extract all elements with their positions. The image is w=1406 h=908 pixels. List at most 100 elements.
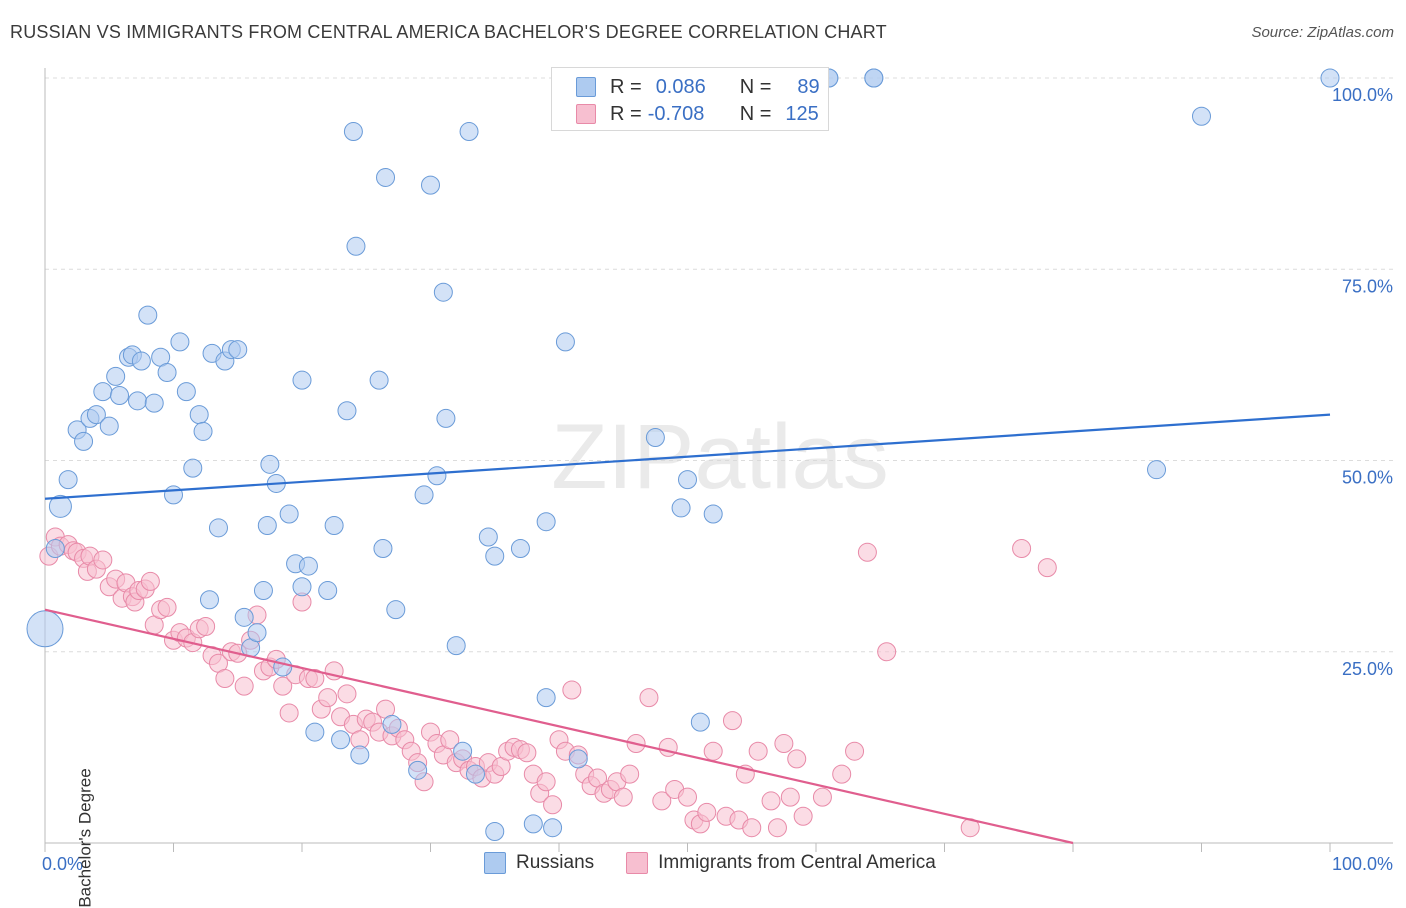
point-russians (234, 607, 254, 627)
point-russians (485, 822, 505, 842)
point-russians (131, 351, 151, 371)
point-immigrants (639, 688, 659, 708)
grid-lines (45, 77, 1395, 653)
point-russians (671, 498, 691, 518)
point-russians (510, 538, 530, 558)
point-russians (208, 518, 228, 538)
point-immigrants (774, 734, 794, 754)
x-tick-label: 100.0% (1332, 854, 1393, 874)
point-russians (433, 282, 453, 302)
point-immigrants (620, 764, 640, 784)
point-immigrants (215, 669, 235, 689)
point-immigrants (440, 730, 460, 750)
point-immigrants (305, 669, 325, 689)
n-value: 125 (785, 102, 819, 125)
y-tick-label: 75.0% (1342, 276, 1393, 296)
point-immigrants (562, 680, 582, 700)
point-russians (176, 382, 196, 402)
point-russians (164, 485, 183, 505)
r-value: 0.086 (655, 75, 706, 98)
point-russians (346, 236, 366, 256)
point-russians (478, 527, 498, 547)
point-immigrants (318, 688, 338, 708)
point-immigrants (703, 741, 723, 761)
n-label: N = (739, 75, 772, 98)
y-tick-label: 25.0% (1342, 659, 1393, 679)
legend-item-immigrants: Immigrants from Central America (626, 852, 936, 874)
point-russians (331, 730, 351, 750)
point-russians (369, 370, 389, 390)
point-russians (257, 516, 277, 536)
point-immigrants (273, 676, 293, 696)
point-russians (170, 332, 190, 352)
point-russians (228, 340, 248, 360)
point-russians (189, 405, 209, 425)
point-immigrants (536, 772, 556, 792)
legend-label-immigrants: Immigrants from Central America (658, 852, 936, 873)
point-russians (58, 470, 78, 490)
point-immigrants (877, 642, 897, 662)
point-immigrants (748, 741, 768, 761)
point-russians (543, 818, 563, 838)
point-russians (864, 68, 884, 88)
r-value: -0.708 (647, 102, 705, 125)
point-russians (26, 610, 64, 648)
point-russians (436, 408, 456, 428)
point-immigrants (722, 711, 742, 731)
point-russians (703, 504, 723, 524)
point-russians (376, 167, 396, 187)
point-immigrants (812, 787, 832, 807)
watermark: ZIPatlas (551, 406, 888, 508)
point-russians (193, 421, 213, 441)
point-immigrants (761, 791, 781, 811)
y-axis-label: Bachelor's Degree (75, 768, 95, 908)
y-tick-label: 50.0% (1342, 468, 1393, 488)
russians-swatch (484, 852, 506, 874)
series-legend: Russians Immigrants from Central America (484, 852, 968, 874)
point-russians (199, 590, 219, 610)
point-russians (247, 623, 267, 643)
point-russians (555, 332, 575, 352)
point-immigrants (780, 787, 800, 807)
legend-item-russians: Russians (484, 852, 594, 874)
point-russians (128, 391, 148, 411)
point-russians (260, 454, 280, 474)
point-russians (1320, 68, 1340, 88)
point-russians (324, 516, 344, 536)
series-immigrants-points (39, 527, 1057, 838)
point-immigrants (93, 550, 113, 570)
point-russians (427, 466, 447, 486)
point-russians (292, 577, 312, 597)
point-russians (138, 305, 158, 325)
point-russians (465, 764, 485, 784)
point-russians (99, 416, 119, 436)
point-russians (690, 712, 710, 732)
point-immigrants (652, 791, 672, 811)
point-russians (144, 393, 164, 413)
point-russians (74, 431, 94, 451)
point-immigrants (742, 818, 762, 838)
point-russians (350, 745, 370, 765)
legend-row-russians: R = 0.086 N = 89 (576, 74, 820, 100)
point-russians (421, 175, 440, 195)
point-immigrants (832, 764, 852, 784)
point-immigrants (678, 787, 697, 807)
point-russians (386, 600, 406, 620)
point-immigrants (793, 806, 813, 826)
point-russians (298, 556, 318, 576)
point-russians (343, 122, 363, 142)
point-immigrants (543, 795, 563, 815)
point-immigrants (517, 743, 537, 763)
point-russians (106, 366, 126, 386)
stats-legend: R = 0.086 N = 89 R = -0.708 N = 125 (551, 67, 829, 131)
point-immigrants (196, 617, 216, 637)
point-immigrants (697, 802, 717, 822)
point-russians (453, 741, 473, 761)
point-russians (273, 657, 293, 677)
point-russians (183, 458, 203, 478)
point-russians (373, 538, 393, 558)
blue-swatch (576, 77, 596, 97)
point-russians (536, 688, 556, 708)
point-immigrants (1012, 538, 1032, 558)
point-russians (1192, 106, 1211, 126)
